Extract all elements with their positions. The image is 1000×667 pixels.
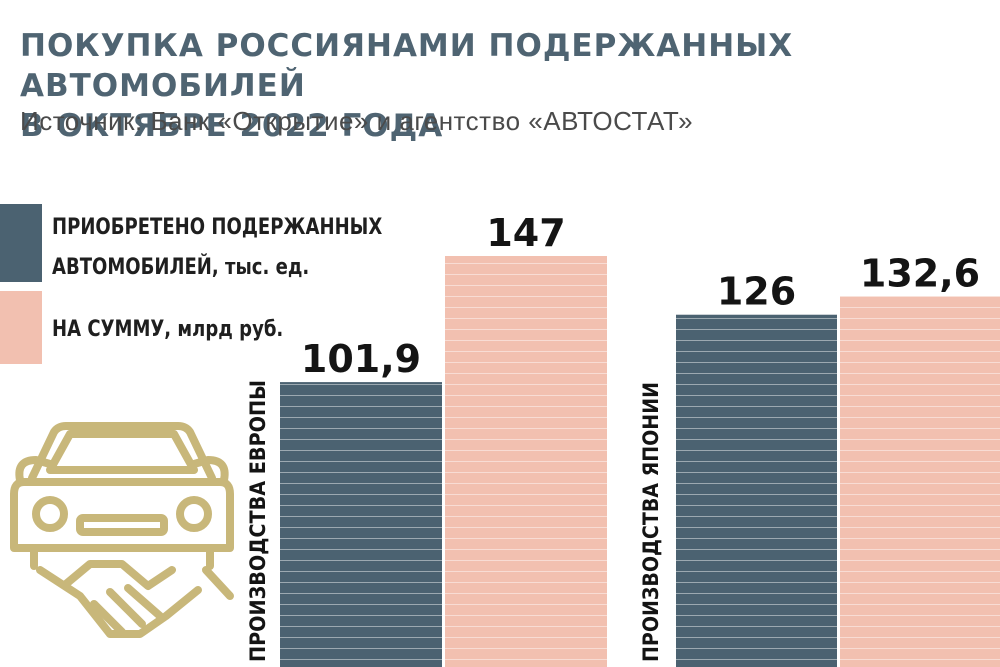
value-label-sum-2: 132,6	[860, 251, 980, 295]
value-labels-layer: 101,9 147 126 132,6	[301, 211, 980, 381]
chart-title-line-2: В ОКТЯБРЕ 2022 ГОДА	[20, 108, 444, 144]
category-label-2: ПРОИЗВОДСТВА ЯПОНИИ	[639, 382, 663, 662]
legend-label-bought-line-2: АВТОМОБИЛЕЙ, тыс. ед.	[52, 255, 310, 280]
value-label-bought-2: 126	[717, 270, 796, 314]
chart-title-line-1: ПОКУПКА РОССИЯНАМИ ПОДЕРЖАННЫХ АВТОМОБИЛ…	[20, 28, 794, 104]
value-label-sum-1: 147	[486, 211, 565, 255]
legend-swatch-sum	[0, 291, 42, 364]
bar-stripes-sum-2	[840, 296, 1000, 667]
legend-label-bought: ПРИОБРЕТЕНО ПОДЕРЖАННЫХ АВТОМОБИЛЕЙ, тыс…	[52, 208, 382, 288]
bar-stripes-bought-2	[676, 314, 837, 667]
bars-layer	[280, 256, 1000, 667]
chart-source: Источник: Банк «Открытие» и агентство «А…	[20, 106, 694, 136]
bar-stripes-sum-1	[445, 256, 607, 667]
chart-title: ПОКУПКА РОССИЯНАМИ ПОДЕРЖАННЫХ АВТОМОБИЛ…	[20, 26, 990, 146]
category-labels-layer: ПРОИЗВОДСТВА ЕВРОПЫ ПРОИЗВОДСТВА ЯПОНИИ	[246, 380, 663, 662]
legend-swatch-bought	[0, 204, 42, 282]
legend-label-sum: НА СУММУ, млрд руб.	[52, 317, 284, 342]
bar-stripes-bought-1	[280, 382, 442, 667]
value-label-bought-1: 101,9	[301, 337, 421, 381]
category-label-1: ПРОИЗВОДСТВА ЕВРОПЫ	[246, 380, 270, 662]
legend-label-bought-line-1: ПРИОБРЕТЕНО ПОДЕРЖАННЫХ	[52, 215, 383, 240]
car-handshake-icon	[10, 422, 234, 638]
